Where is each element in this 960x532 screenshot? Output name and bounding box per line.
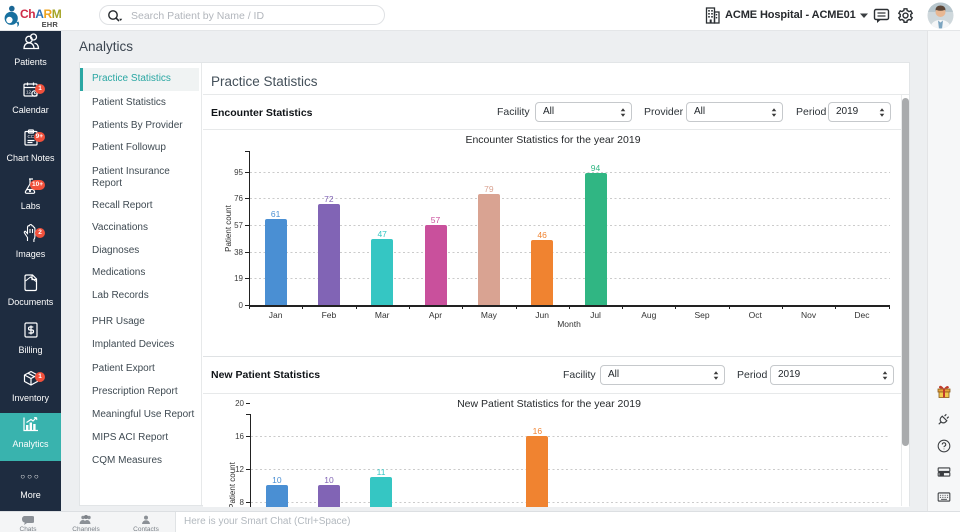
svg-text:CC: CC [27,134,34,139]
svg-text:12: 12 [26,90,32,95]
